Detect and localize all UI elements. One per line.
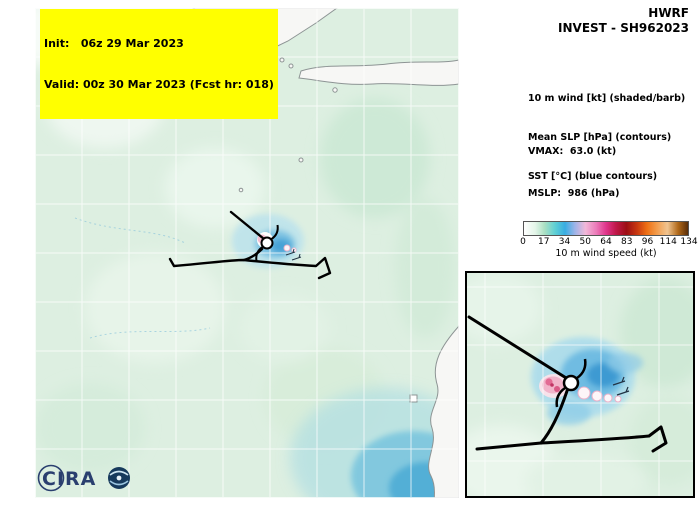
storm-track (168, 210, 332, 280)
vmax-value: VMAX: 63.0 (kt) (528, 146, 617, 157)
init-line: Init: 06z 29 Mar 2023 (44, 37, 184, 50)
colorbar-tick: 0 (520, 237, 526, 247)
cyclone-icon (255, 224, 279, 262)
colorbar-tick: 50 (579, 237, 591, 247)
colorbar: 0 17 34 50 64 83 96 114 134 10 m wind sp… (520, 221, 698, 259)
inset-storm-track (467, 315, 668, 453)
inset-zoom-panel (465, 271, 695, 498)
cira-logo-canvas: CIRA (37, 464, 130, 492)
colorbar-tick: 96 (641, 237, 654, 247)
inset-grid-lines (467, 273, 693, 496)
field-legend: 10 m wind [kt] (shaded/barb) Mean SLP [h… (528, 66, 685, 209)
valid-line: Valid: 00z 30 Mar 2023 (Fcst hr: 018) (44, 77, 274, 91)
colorbar-label: 10 m wind speed (kt) (555, 248, 657, 259)
colorbar-tick: 17 (538, 237, 550, 247)
colorbar-tick: 134 (680, 237, 698, 247)
colorbar-tick: 34 (558, 237, 571, 247)
inset-canvas (467, 273, 693, 496)
colorbar-gradient (523, 221, 689, 236)
cira-orbit-icon (37, 464, 65, 492)
figure-header: HWRF INVEST - SH962023 (558, 6, 689, 36)
wind-barbs (285, 248, 302, 261)
storm-stats: VMAX: 63.0 (kt) MSLP: 986 (hPa) (528, 117, 619, 229)
inset-cyclone-icon (555, 358, 587, 408)
storm-id: INVEST - SH962023 (558, 21, 689, 35)
colorbar-tick: 83 (621, 237, 633, 247)
inset-wind-barbs (612, 376, 630, 396)
main-map: Init: 06z 29 Mar 2023 Valid: 00z 30 Mar … (35, 8, 459, 498)
cira-logo-text: CIRA (42, 468, 96, 490)
inset-wind-shading (467, 273, 693, 496)
legend-line-slp: Mean SLP [hPa] (contours) (528, 132, 672, 143)
sst-contours (74, 217, 211, 339)
globe-icon (108, 467, 130, 489)
legend-line-wind: 10 m wind [kt] (shaded/barb) (528, 93, 686, 104)
legend-line-sst: SST [°C] (blue contours) (528, 171, 658, 182)
colorbar-ticks: 0 17 34 50 64 83 96 114 134 (520, 236, 697, 247)
model-name: HWRF (648, 6, 689, 20)
mslp-value: MSLP: 986 (hPa) (528, 188, 620, 199)
init-valid-label: Init: 06z 29 Mar 2023 Valid: 00z 30 Mar … (40, 9, 278, 119)
colorbar-tick: 64 (600, 237, 612, 247)
colorbar-tick: 114 (659, 237, 677, 247)
cira-logo: CIRA (37, 462, 137, 494)
